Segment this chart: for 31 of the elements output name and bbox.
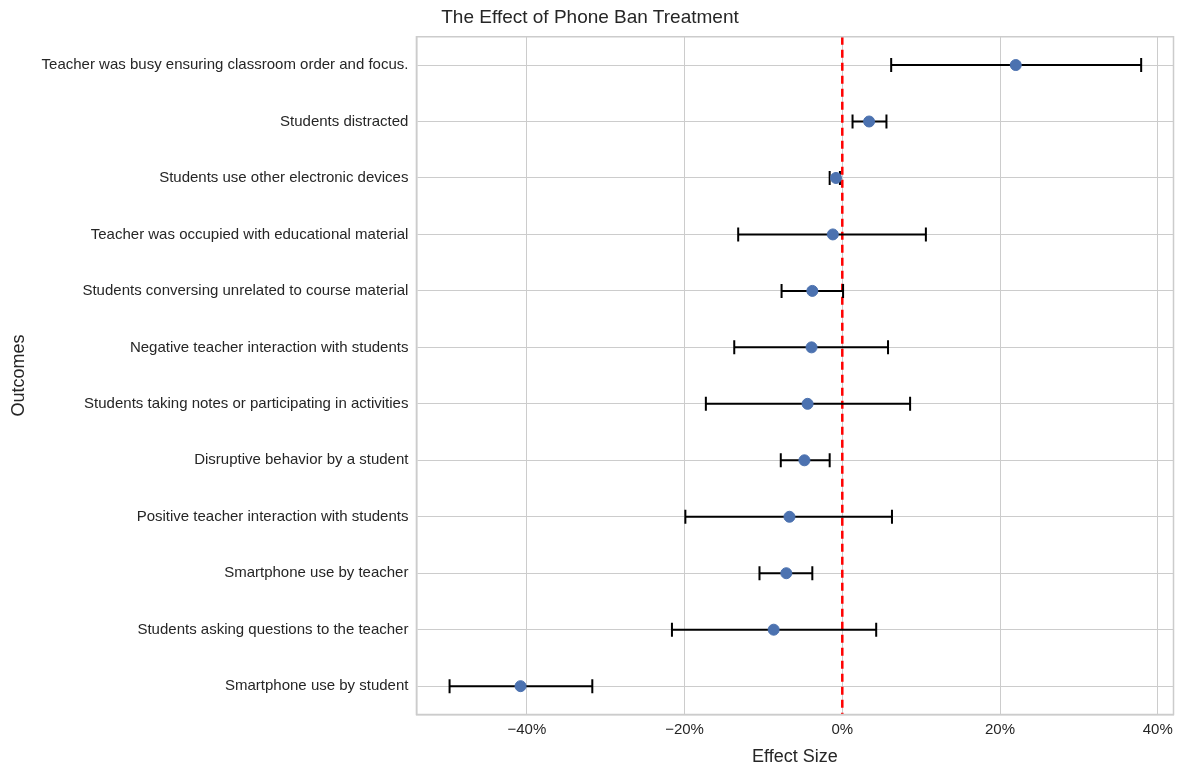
y-tick-label: Students conversing unrelated to course material — [82, 281, 409, 299]
x-tick-label: −20% — [665, 719, 704, 737]
y-tick-label: Students use other electronic devices — [159, 168, 409, 186]
point — [805, 341, 818, 354]
y-tick-label: Smartphone use by teacher — [224, 563, 409, 581]
point — [826, 228, 839, 241]
point — [767, 623, 780, 636]
y-tick-label: Students distracted — [280, 111, 409, 129]
point — [1009, 59, 1022, 72]
y-tick-label: Smartphone use by student — [225, 676, 410, 694]
point — [798, 454, 811, 467]
point — [783, 510, 796, 523]
y-tick-label: Negative teacher interaction with students — [129, 337, 409, 355]
y-tick-label: Teacher was occupied with educational material — [90, 224, 409, 242]
y-tick-label: Disruptive behavior by a student — [194, 450, 410, 468]
y-axis-title: Outcomes — [7, 334, 28, 417]
point — [780, 567, 793, 580]
y-tick-label: Positive teacher interaction with students — [136, 506, 409, 524]
x-tick-label: 20% — [984, 719, 1016, 737]
x-tick-label: 40% — [1142, 719, 1173, 737]
y-tick-label: Students taking notes or participating in activities — [84, 393, 409, 411]
point — [514, 680, 527, 693]
point — [801, 397, 814, 410]
point — [806, 284, 819, 297]
x-axis-title: Effect Size — [752, 746, 838, 767]
x-tick-label: −40% — [507, 719, 547, 737]
x-tick-label: 0% — [831, 719, 854, 737]
chart-title: The Effect of Phone Ban Treatment — [441, 5, 740, 27]
y-tick-label: Students asking questions to the teacher — [137, 619, 409, 637]
y-tick-label: Teacher was busy ensuring classroom order and focus. — [41, 55, 409, 73]
point — [863, 115, 876, 128]
